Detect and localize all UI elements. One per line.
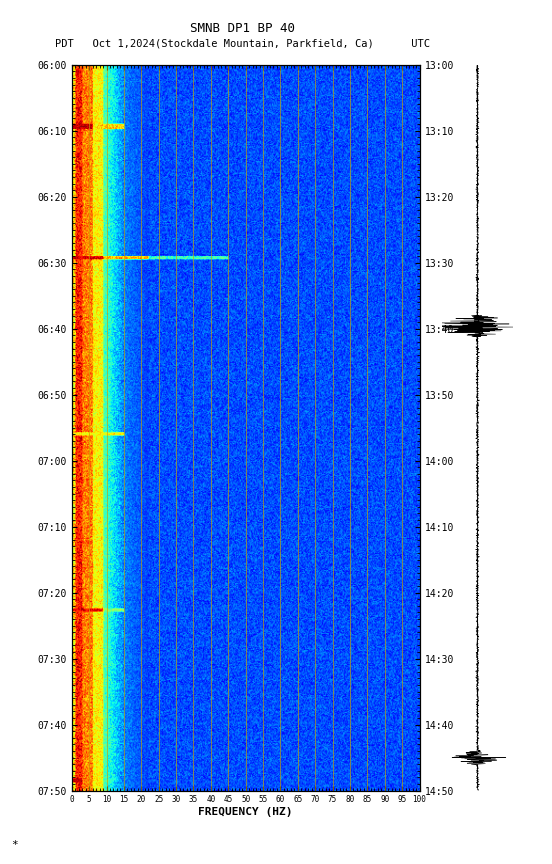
Text: PDT   Oct 1,2024(Stockdale Mountain, Parkfield, Ca)      UTC: PDT Oct 1,2024(Stockdale Mountain, Parkf… [55,39,431,49]
Text: SMNB DP1 BP 40: SMNB DP1 BP 40 [190,22,295,35]
X-axis label: FREQUENCY (HZ): FREQUENCY (HZ) [198,807,293,817]
Text: *: * [11,841,18,850]
